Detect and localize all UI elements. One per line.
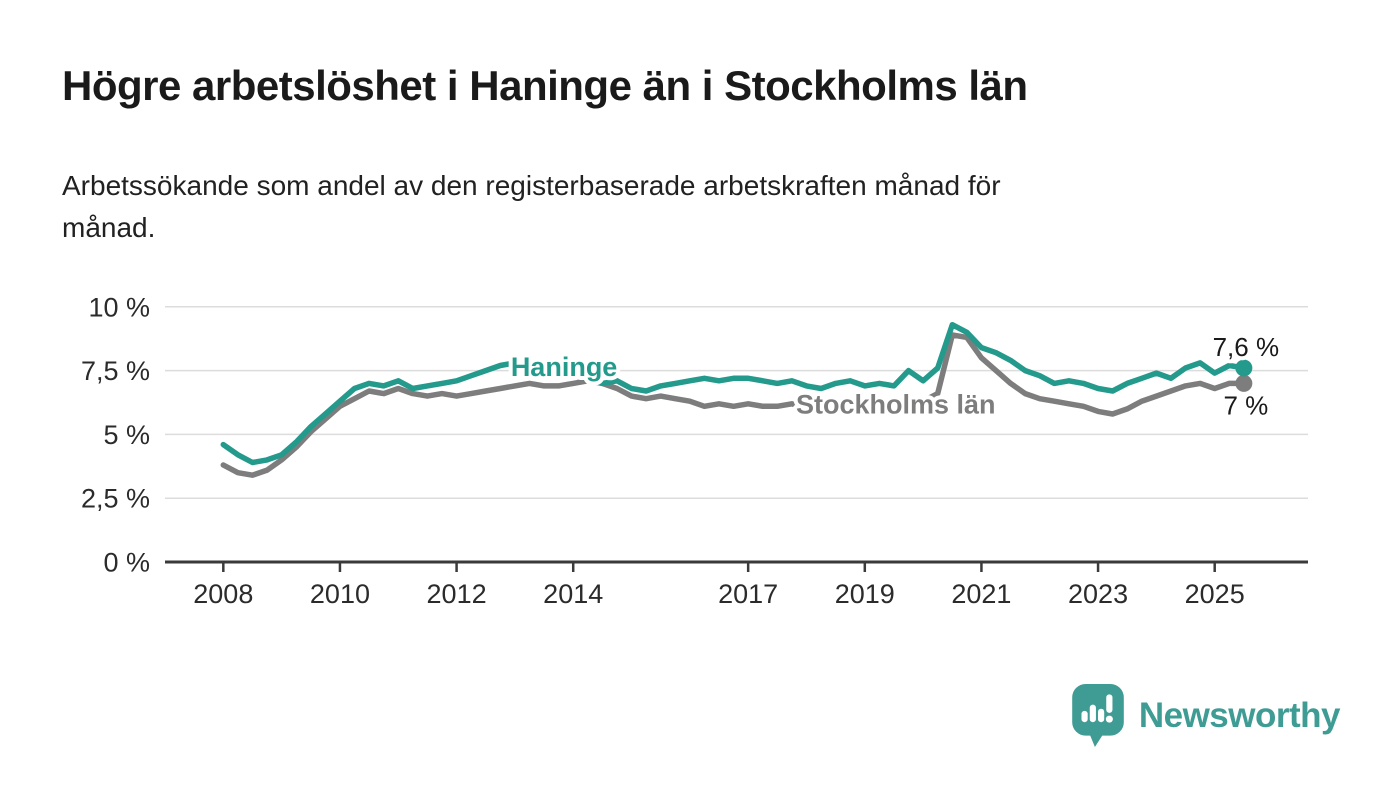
y-tick-label: 7,5 % bbox=[81, 356, 150, 386]
newsworthy-logo[interactable]: Newsworthy bbox=[1071, 684, 1341, 748]
page-title: Högre arbetslöshet i Haninge än i Stockh… bbox=[62, 62, 1028, 109]
x-tick-label: 2019 bbox=[835, 579, 895, 609]
x-tick-label: 2025 bbox=[1185, 579, 1245, 609]
latest-value-dot bbox=[1235, 359, 1253, 377]
x-tick-label: 2021 bbox=[951, 579, 1011, 609]
y-tick-label: 5 % bbox=[103, 420, 150, 450]
x-tick-label: 2012 bbox=[427, 579, 487, 609]
x-tick-label: 2014 bbox=[543, 579, 603, 609]
y-tick-label: 10 % bbox=[88, 292, 150, 322]
brand-name: Newsworthy bbox=[1138, 696, 1341, 735]
latest-value-dot bbox=[1235, 374, 1253, 392]
newsworthy-chart-bubble-icon bbox=[1072, 684, 1124, 747]
unemployment-chart: 10 % 7,5 % 5 % 2,5 % 0 % 2008 2010 2012 2014 2017… bbox=[81, 292, 1308, 609]
latest-value-label: 7 % bbox=[1223, 390, 1268, 420]
x-tick-label: 2010 bbox=[310, 579, 370, 609]
y-tick-label: 0 % bbox=[103, 548, 150, 578]
haninge-line bbox=[220, 321, 1247, 466]
latest-value-label: 7,6 % bbox=[1213, 332, 1280, 362]
stockholm-series-label: Stockholms län bbox=[796, 389, 996, 419]
x-tick-label: 2017 bbox=[718, 579, 778, 609]
chart-subtitle: Arbetssökande som andel av den registerb… bbox=[62, 170, 1001, 243]
x-tick-label: 2008 bbox=[193, 579, 253, 609]
x-tick-label: 2023 bbox=[1068, 579, 1128, 609]
stockholm-line bbox=[220, 332, 1247, 478]
haninge-series-label: Haninge bbox=[511, 352, 618, 382]
y-tick-label: 2,5 % bbox=[81, 484, 150, 514]
chart-area: 10 % 7,5 % 5 % 2,5 % 0 % 2008 2010 2012 2014 2017… bbox=[0, 280, 1400, 620]
